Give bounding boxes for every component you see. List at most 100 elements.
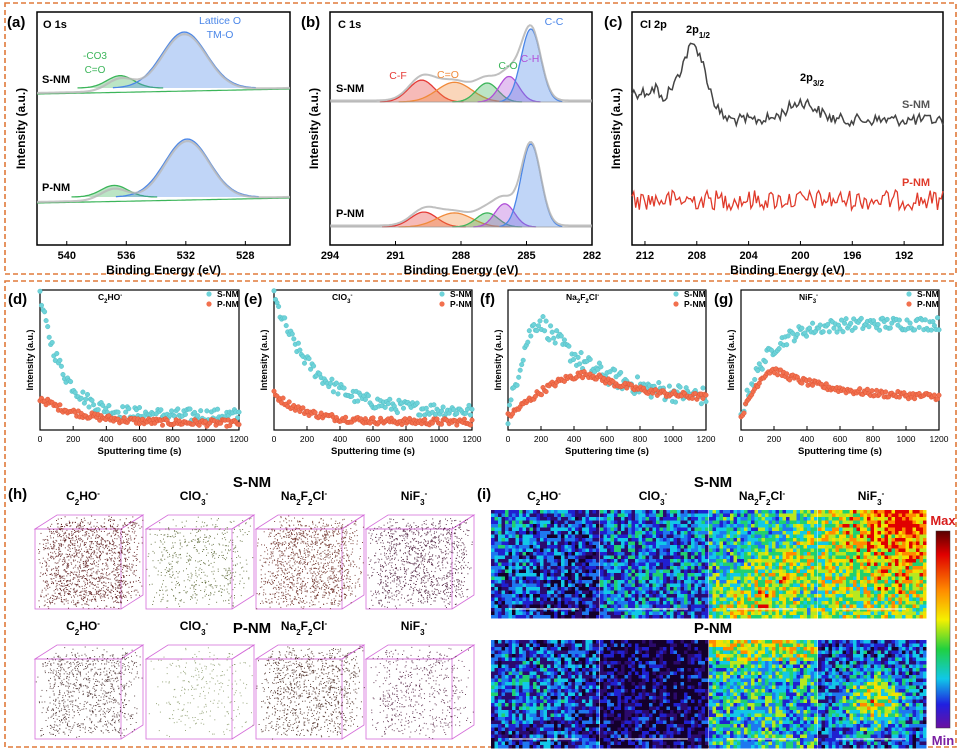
voxel (84, 543, 85, 545)
voxel (175, 531, 177, 533)
voxel (439, 525, 441, 527)
voxel (323, 595, 325, 597)
voxel (109, 541, 110, 543)
voxel (289, 566, 291, 568)
voxel (107, 533, 109, 535)
voxel (458, 579, 460, 581)
voxel (130, 597, 132, 599)
voxel (298, 556, 300, 558)
voxel (333, 598, 335, 600)
voxel (399, 528, 401, 530)
voxel (99, 608, 101, 609)
voxel (412, 592, 414, 594)
voxel (422, 585, 423, 587)
voxel (309, 535, 311, 537)
voxel (343, 537, 345, 539)
voxel (285, 591, 287, 593)
voxel (110, 528, 112, 530)
voxel (121, 597, 123, 599)
ion-label: C2HO- (98, 292, 122, 305)
voxel (93, 571, 95, 573)
voxel (277, 565, 279, 567)
voxel (294, 517, 295, 519)
voxel (437, 582, 439, 584)
voxel (346, 531, 348, 533)
voxel (120, 534, 122, 536)
voxel (123, 548, 125, 550)
voxel (447, 588, 449, 590)
voxel (154, 541, 156, 543)
voxel (390, 541, 392, 543)
voxel (354, 564, 356, 566)
voxel (350, 537, 352, 539)
voxel (85, 533, 87, 535)
voxel (189, 587, 191, 589)
voxel (225, 575, 227, 577)
voxel (89, 523, 91, 525)
voxel (91, 572, 93, 574)
voxel (283, 572, 285, 574)
voxel (314, 573, 316, 575)
voxel (196, 599, 198, 601)
voxel (451, 532, 452, 533)
voxel (95, 593, 97, 595)
voxel (77, 579, 79, 581)
voxel (317, 595, 319, 596)
voxel (83, 575, 85, 577)
voxel (285, 548, 287, 550)
voxel (316, 581, 317, 583)
voxel (299, 552, 301, 554)
voxel (336, 559, 338, 561)
voxel (72, 578, 74, 580)
voxel (54, 542, 56, 544)
voxel (304, 562, 305, 564)
series-S-NM (631, 42, 944, 128)
voxel (294, 597, 296, 599)
voxel (223, 589, 225, 591)
voxel (55, 589, 56, 590)
voxel (94, 578, 96, 580)
voxel (344, 597, 346, 599)
voxel (69, 538, 71, 539)
voxel (309, 605, 311, 607)
voxel (52, 600, 54, 602)
voxel (105, 605, 107, 607)
voxel (129, 542, 131, 544)
voxel (413, 538, 415, 540)
voxel (40, 596, 42, 598)
voxel (97, 593, 99, 595)
y-axis-label: Intensity (a.u.) (25, 329, 35, 390)
voxel (61, 585, 63, 587)
voxel (49, 556, 51, 558)
voxel (228, 574, 230, 576)
voxel (312, 523, 314, 525)
data-point (666, 383, 672, 389)
voxel (51, 547, 53, 549)
x-tick-label: 200 (300, 434, 314, 444)
voxel (116, 538, 118, 540)
voxel (316, 568, 318, 569)
voxel (320, 543, 322, 545)
voxel (55, 548, 57, 550)
voxel (132, 572, 134, 574)
voxel (167, 552, 169, 554)
data-point (461, 416, 467, 422)
voxel (90, 574, 92, 576)
voxel (66, 562, 68, 564)
voxel (232, 579, 234, 581)
voxel (90, 526, 92, 528)
voxel (329, 588, 331, 590)
plot-frame (507, 289, 707, 431)
voxel (75, 605, 77, 607)
voxel (104, 559, 106, 560)
voxel (291, 542, 293, 544)
voxel (325, 571, 327, 573)
voxel (58, 584, 60, 586)
voxel (338, 553, 340, 555)
voxel (188, 554, 190, 556)
voxel (327, 577, 329, 579)
voxel (316, 545, 318, 546)
voxel (429, 548, 431, 550)
voxel (195, 560, 196, 562)
